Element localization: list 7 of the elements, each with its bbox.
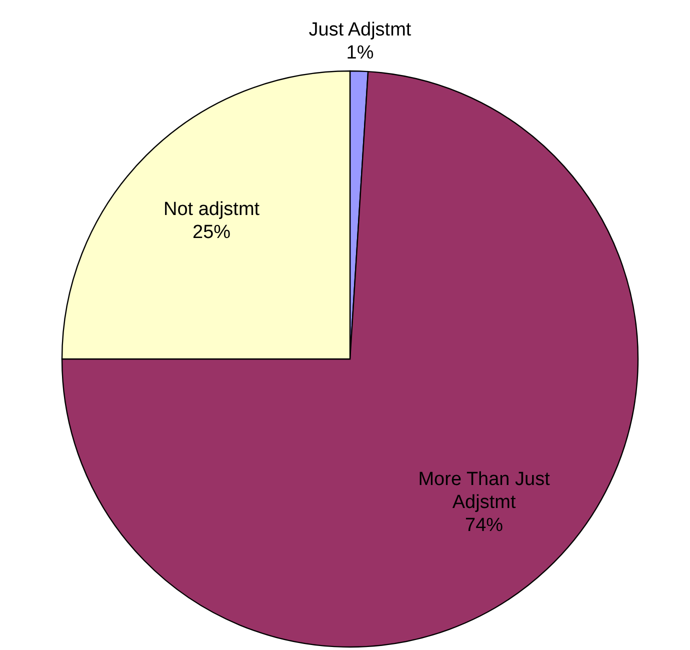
data-label: 1%: [346, 42, 374, 64]
pie-slice: [61, 70, 638, 648]
slice-label: Not adjstmt: [163, 198, 260, 220]
slice-label: More Than Just Adjstmt: [418, 468, 551, 512]
data-label: 74%: [465, 514, 504, 536]
slice-label: Just Adjstmt: [308, 19, 412, 40]
data-label: 25%: [192, 222, 231, 243]
